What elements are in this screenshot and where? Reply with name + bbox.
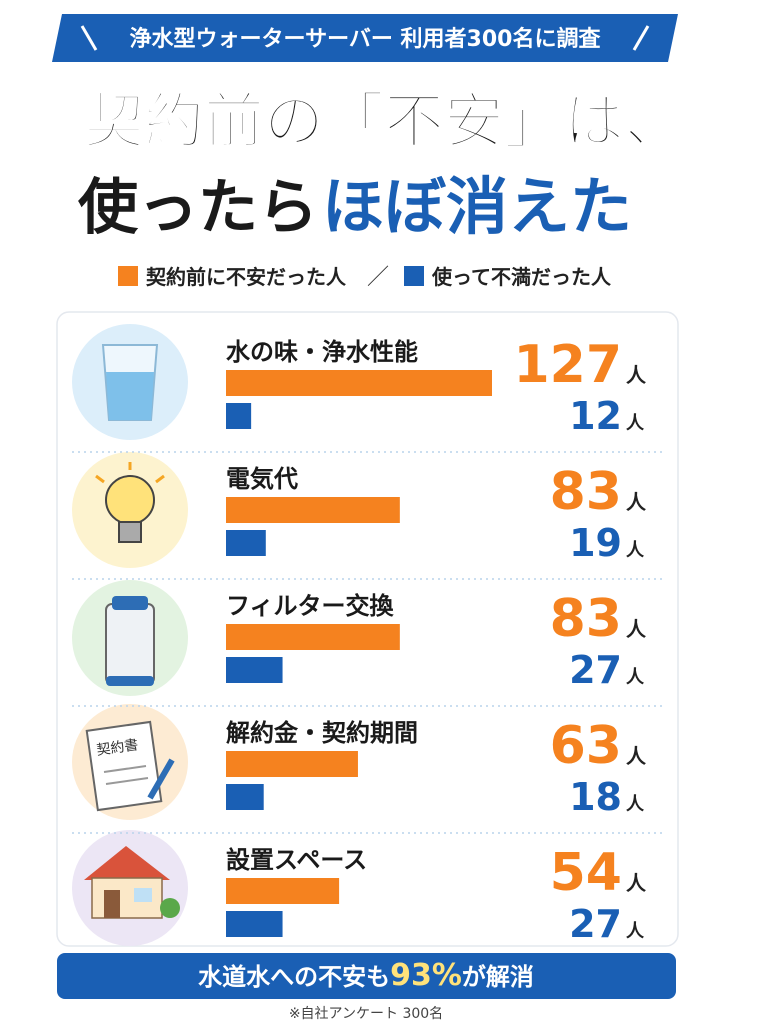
value-unit: 人 [626, 617, 647, 641]
bar [226, 370, 492, 396]
value-unit: 人 [626, 540, 645, 561]
footer-suffix: が解消 [462, 963, 534, 991]
value-label: 54 [550, 843, 622, 903]
icon-house [72, 830, 188, 946]
footer-prefix: 水道水への不安も [198, 963, 390, 991]
title-line1: 契約前の「不安」は、 [84, 87, 684, 157]
bar [226, 751, 358, 777]
value-label: 18 [569, 775, 622, 819]
bar [226, 911, 283, 937]
category-label: 水の味・浄水性能 [226, 338, 418, 366]
category-label: フィルター交換 [226, 592, 395, 620]
value-label: 63 [550, 716, 622, 776]
header-banner [52, 14, 678, 62]
bar [226, 403, 252, 429]
value-label: 127 [513, 335, 622, 395]
legend-swatch [404, 266, 424, 286]
note: ※自社アンケート 300名 [289, 1006, 443, 1022]
category-label: 電気代 [226, 465, 298, 493]
legend-separator: ／ [367, 265, 389, 290]
value-label: 12 [569, 394, 622, 438]
category-label: 設置スペース [226, 846, 367, 874]
title-highlight: ほぼ消えた [322, 170, 632, 243]
value-label: 19 [569, 521, 622, 565]
value-unit: 人 [626, 490, 647, 514]
bar [226, 784, 264, 810]
value-unit: 人 [626, 667, 645, 688]
footer-text: 水道水への不安も93%が解消 [198, 958, 534, 993]
title-line2: 使ったら [78, 173, 318, 243]
legend: 契約前に不安だった人 使って不満だった人 [118, 265, 612, 289]
bar [226, 624, 400, 650]
footer-value: 93% [390, 958, 462, 993]
header-deco [80, 25, 98, 51]
bar [226, 497, 400, 523]
icon-filter [72, 580, 188, 696]
legend-label: 使って不満だった人 [431, 265, 612, 289]
header-deco [632, 25, 650, 51]
value-label: 83 [550, 589, 622, 649]
value-unit: 人 [626, 413, 645, 434]
bar [226, 878, 340, 904]
footer-banner [57, 953, 676, 999]
value-label: 27 [569, 648, 622, 692]
bar [226, 657, 283, 683]
icon-contract: 契約書 [72, 704, 188, 820]
bar [226, 530, 266, 556]
legend-swatch [118, 266, 138, 286]
value-unit: 人 [626, 794, 645, 815]
value-label: 27 [569, 902, 622, 946]
value-unit: 人 [626, 871, 647, 895]
icon-text: 契約書 [96, 737, 140, 759]
category-label: 解約金・契約期間 [226, 719, 418, 747]
value-unit: 人 [626, 744, 647, 768]
icon-bulb [72, 452, 188, 568]
legend-label: 契約前に不安だった人 [145, 265, 347, 289]
value-unit: 人 [626, 921, 645, 942]
header-text: 浄水型ウォーターサーバー 利用者300名に調査 [130, 26, 602, 52]
value-label: 83 [550, 462, 622, 522]
value-unit: 人 [626, 363, 647, 387]
icon-glass [72, 324, 188, 440]
